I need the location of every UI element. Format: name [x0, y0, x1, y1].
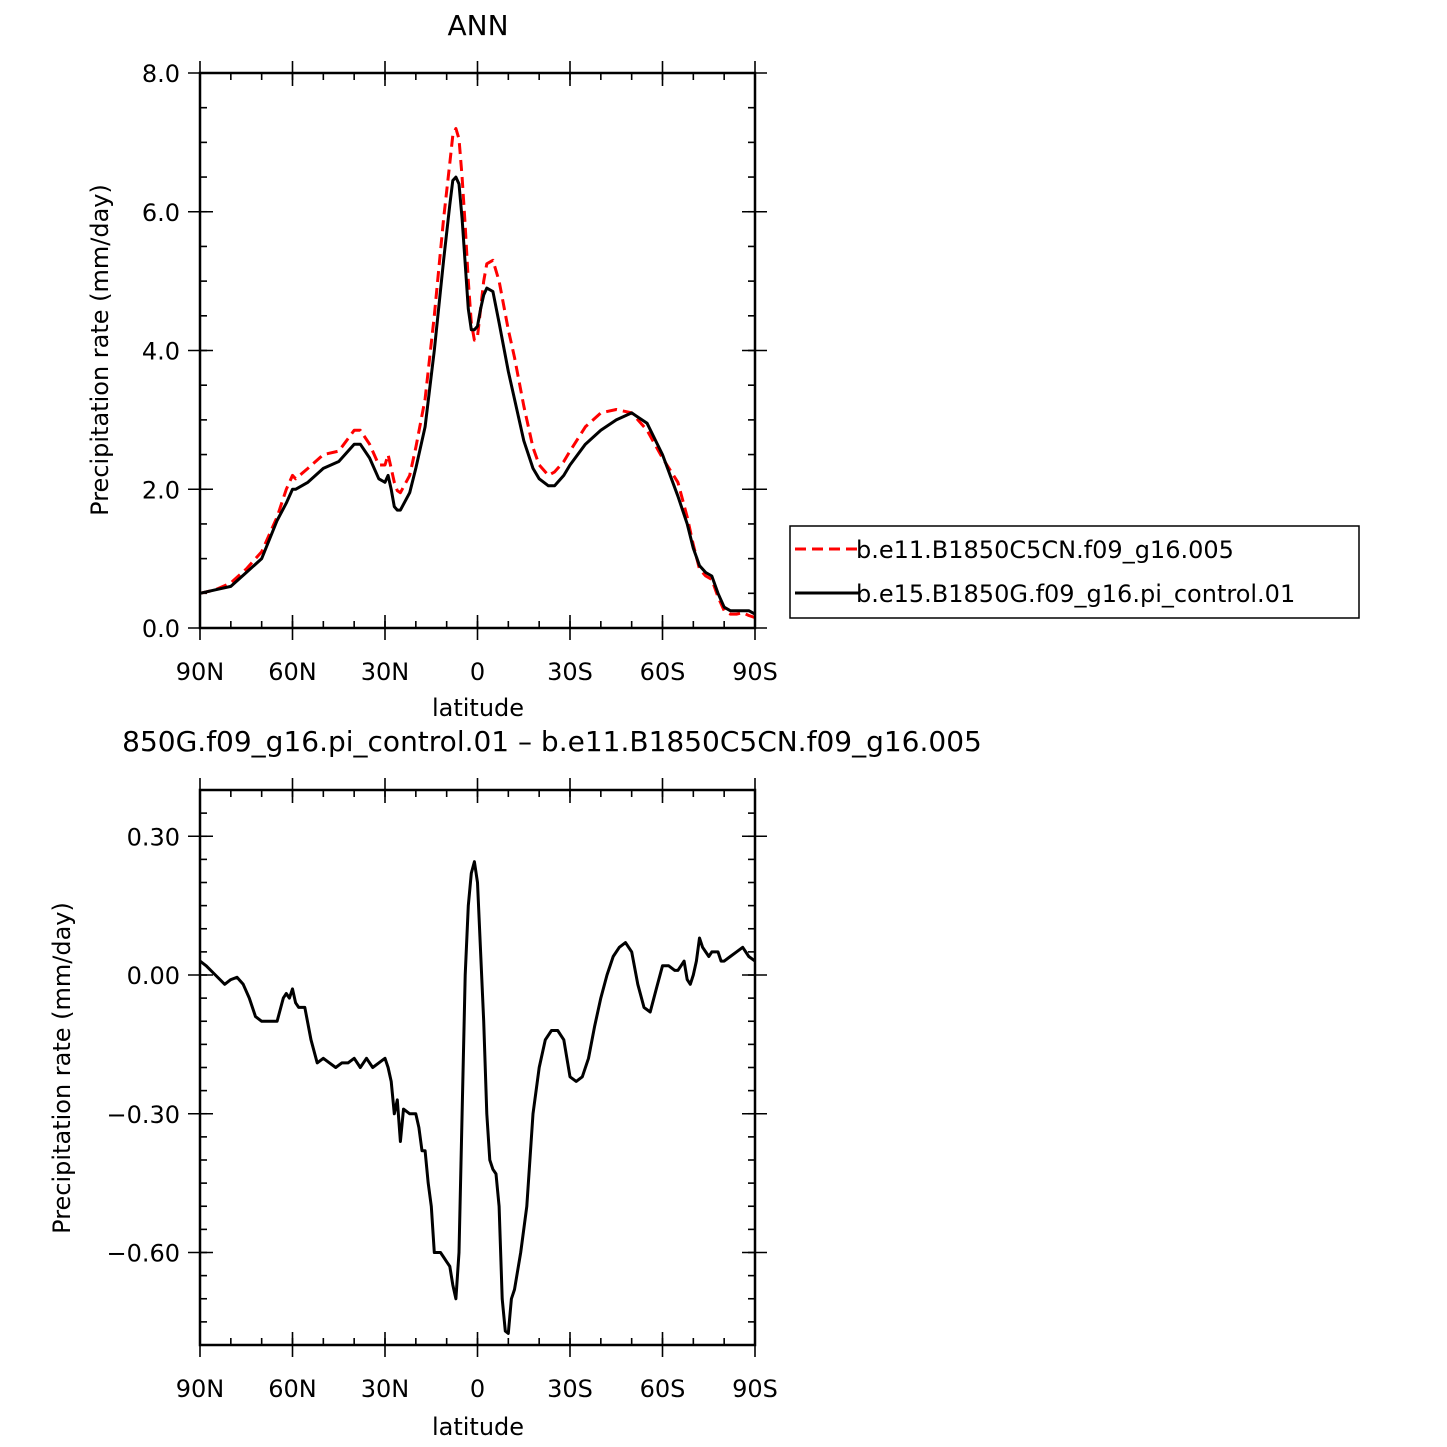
top-panel: ANN 0.02.04.06.08.0 90N 60N 30N 0 30S 60S 90S … — [86, 9, 778, 722]
top-panel-title: ANN — [447, 9, 508, 42]
y-tick-label: 0.30 — [127, 823, 180, 851]
x-tick-label: 30S — [547, 658, 593, 686]
bottom-x-axis-label: latitude — [432, 1413, 524, 1441]
x-tick-label: 30N — [361, 658, 410, 686]
x-tick-label: 60S — [640, 1375, 686, 1403]
x-tick-label: 90S — [732, 1375, 778, 1403]
bottom-panel-title: 850G.f09_g16.pi_control.01 – b.e11.B1850… — [122, 725, 982, 758]
top-series-group — [199, 127, 756, 620]
x-tick-label: 60N — [268, 1375, 317, 1403]
y-tick-label: 8.0 — [142, 60, 180, 88]
top-x-axis-label: latitude — [432, 694, 524, 722]
top-y-ticks: 0.0 2.0 4.0 6.0 8.0 — [142, 60, 767, 643]
top-plot-frame — [198, 71, 757, 630]
x-tick-label: 90S — [732, 658, 778, 686]
bottom-series-group — [199, 860, 756, 1335]
x-tick-label: 0 — [470, 658, 485, 686]
y-tick-label: −0.30 — [106, 1101, 180, 1129]
x-tick-label: 30S — [547, 1375, 593, 1403]
x-tick-label: 0 — [470, 1375, 485, 1403]
top-minor-ticks — [199, 72, 756, 629]
top-series-line-2 — [199, 175, 756, 616]
x-tick-label: 90N — [176, 658, 225, 686]
legend-label-2: b.e15.B1850G.f09_g16.pi_control.01 — [856, 580, 1295, 608]
y-tick-label: 2.0 — [142, 476, 180, 504]
legend: b.e11.B1850C5CN.f09_g16.005 b.e15.B1850G… — [789, 525, 1360, 619]
x-tick-label: 90N — [176, 1375, 225, 1403]
y-tick-label: 0.0 — [142, 615, 180, 643]
bottom-panel: 850G.f09_g16.pi_control.01 – b.e11.B1850… — [48, 725, 982, 1441]
y-tick-label: 4.0 — [142, 338, 180, 366]
top-y-axis-label: Precipitation rate (mm/day) — [86, 184, 114, 516]
y-tick-label: 0.00 — [127, 962, 180, 990]
x-tick-label: 30N — [361, 1375, 410, 1403]
bottom-series-line-1 — [199, 860, 756, 1335]
x-tick-label: 60N — [268, 658, 317, 686]
top-series-line-1 — [199, 127, 756, 620]
legend-box — [789, 525, 1360, 619]
bottom-plot-frame — [198, 788, 757, 1347]
y-tick-label: −0.60 — [106, 1240, 180, 1268]
y-tick-label: 6.0 — [142, 199, 180, 227]
top-x-ticks: 90N 60N 30N 0 30S 60S 90S — [176, 61, 778, 686]
bottom-y-axis-label: Precipitation rate (mm/day) — [48, 902, 76, 1234]
x-tick-label: 60S — [640, 658, 686, 686]
legend-label-1: b.e11.B1850C5CN.f09_g16.005 — [856, 536, 1234, 564]
bottom-y-ticks: 0.30 0.00 −0.30 −0.60 — [106, 823, 767, 1268]
